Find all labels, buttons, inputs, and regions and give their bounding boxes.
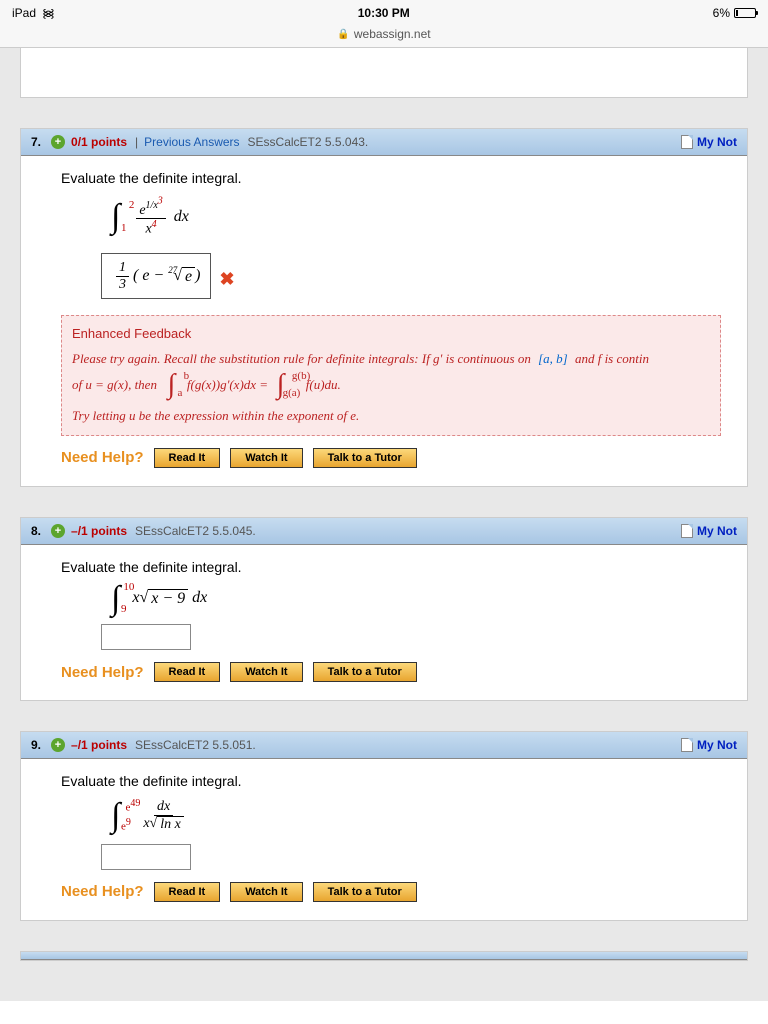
submitted-answer: 13( e − 27√e )	[101, 253, 211, 299]
question-prompt: Evaluate the definite integral.	[61, 170, 721, 186]
points-label: –/1 points	[71, 524, 127, 538]
previous-answers-link[interactable]: Previous Answers	[144, 135, 239, 149]
notes-icon[interactable]	[681, 738, 693, 752]
browser-url-bar[interactable]: 🔒 webassign.net	[0, 25, 768, 48]
feedback-title: Enhanced Feedback	[72, 324, 710, 345]
clock: 10:30 PM	[358, 6, 410, 20]
points-label: –/1 points	[71, 738, 127, 752]
notes-icon[interactable]	[681, 524, 693, 538]
question-7: 7. + 0/1 points | Previous Answers SEssC…	[20, 128, 748, 487]
question-prompt: Evaluate the definite integral.	[61, 773, 721, 789]
question-number: 9.	[31, 738, 41, 752]
feedback-box: Enhanced Feedback Please try again. Reca…	[61, 315, 721, 436]
device-label: iPad	[12, 6, 36, 20]
question-number: 7.	[31, 135, 41, 149]
my-notes-link[interactable]: My Not	[697, 524, 737, 538]
source-ref: SEssCalcET2 5.5.051.	[135, 738, 256, 752]
battery-icon	[734, 8, 756, 18]
my-notes-link[interactable]: My Not	[697, 135, 737, 149]
watch-it-button[interactable]: Watch It	[230, 882, 302, 902]
question-10-top	[20, 951, 748, 961]
question-header: 7. + 0/1 points | Previous Answers SEssC…	[21, 129, 747, 156]
expand-icon[interactable]: +	[51, 135, 65, 149]
expand-icon[interactable]: +	[51, 524, 65, 538]
talk-tutor-button[interactable]: Talk to a Tutor	[313, 448, 417, 468]
talk-tutor-button[interactable]: Talk to a Tutor	[313, 882, 417, 902]
read-it-button[interactable]: Read It	[154, 882, 221, 902]
integral-q7: ∫21 e1/x3x4 dx	[111, 196, 721, 237]
watch-it-button[interactable]: Watch It	[230, 448, 302, 468]
read-it-button[interactable]: Read It	[154, 448, 221, 468]
source-ref: SEssCalcET2 5.5.045.	[135, 524, 256, 538]
question-prompt: Evaluate the definite integral.	[61, 559, 721, 575]
source-ref: SEssCalcET2 5.5.043.	[248, 135, 369, 149]
talk-tutor-button[interactable]: Talk to a Tutor	[313, 662, 417, 682]
question-header: 9. + –/1 points SEssCalcET2 5.5.051. My …	[21, 732, 747, 759]
need-help-label: Need Help?	[61, 664, 144, 681]
battery-pct: 6%	[713, 6, 730, 20]
incorrect-icon: ✖	[219, 269, 234, 290]
integral-q8: ∫109 x√x − 9 dx	[111, 585, 721, 612]
answer-input[interactable]	[101, 624, 191, 650]
question-header: 8. + –/1 points SEssCalcET2 5.5.045. My …	[21, 518, 747, 545]
question-number: 8.	[31, 524, 41, 538]
need-help-row: Need Help? Read It Watch It Talk to a Tu…	[61, 662, 721, 682]
integral-q9: ∫e49e9 dxx√ln x	[111, 799, 721, 832]
wifi-icon: ᯼	[42, 4, 55, 21]
question-header	[21, 952, 747, 960]
need-help-label: Need Help?	[61, 883, 144, 900]
watch-it-button[interactable]: Watch It	[230, 662, 302, 682]
url-text: webassign.net	[354, 27, 431, 41]
notes-icon[interactable]	[681, 135, 693, 149]
question-8: 8. + –/1 points SEssCalcET2 5.5.045. My …	[20, 517, 748, 701]
prev-question-card-bottom	[20, 48, 748, 98]
need-help-label: Need Help?	[61, 449, 144, 466]
question-9: 9. + –/1 points SEssCalcET2 5.5.051. My …	[20, 731, 748, 921]
points-label: 0/1 points	[71, 135, 127, 149]
lock-icon: 🔒	[337, 29, 349, 40]
need-help-row: Need Help? Read It Watch It Talk to a Tu…	[61, 882, 721, 902]
answer-input[interactable]	[101, 844, 191, 870]
ios-status-bar: iPad ᯼ 10:30 PM 6%	[0, 0, 768, 25]
read-it-button[interactable]: Read It	[154, 662, 221, 682]
expand-icon[interactable]: +	[51, 738, 65, 752]
need-help-row: Need Help? Read It Watch It Talk to a Tu…	[61, 448, 721, 468]
my-notes-link[interactable]: My Not	[697, 738, 737, 752]
